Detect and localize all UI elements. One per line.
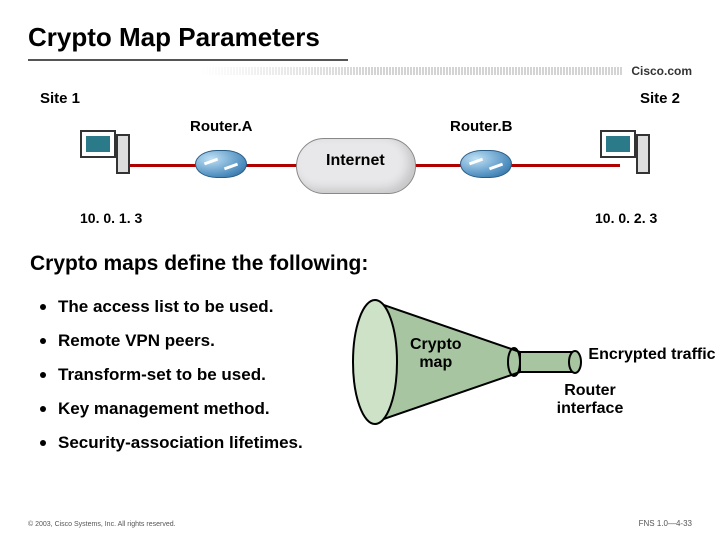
list-item: Remote VPN peers.: [40, 324, 303, 358]
bullet-text: Key management method.: [58, 392, 270, 426]
site2-label: Site 2: [640, 90, 680, 107]
network-diagram: Site 1 Site 2 Router.A Router.B Internet…: [40, 90, 680, 240]
list-item: Security-association lifetimes.: [40, 426, 303, 460]
funnel-svg: [350, 290, 710, 460]
page-title: Crypto Map Parameters: [28, 22, 720, 53]
funnel-diagram: Crypto map Encrypted traffic Router inte…: [350, 290, 530, 440]
bullet-text: Security-association lifetimes.: [58, 426, 303, 460]
brand-bar: Cisco.com: [200, 64, 692, 78]
section-heading: Crypto maps define the following:: [30, 252, 368, 276]
bullet-text: Transform-set to be used.: [58, 358, 266, 392]
list-item: Key management method.: [40, 392, 303, 426]
bullet-text: Remote VPN peers.: [58, 324, 215, 358]
bullet-text: The access list to be used.: [58, 290, 273, 324]
ip-site2: 10. 0. 2. 3: [595, 210, 657, 226]
bullet-list: The access list to be used. Remote VPN p…: [40, 290, 303, 460]
brand-text: Cisco.com: [631, 64, 692, 78]
routerB-label: Router.B: [450, 118, 513, 135]
router-a-icon: [195, 150, 247, 178]
list-item: Transform-set to be used.: [40, 358, 303, 392]
cloud-label: Internet: [326, 152, 385, 170]
copyright: © 2003, Cisco Systems, Inc. All rights r…: [28, 521, 176, 528]
router-b-icon: [460, 150, 512, 178]
encrypted-traffic-label: Encrypted traffic: [582, 346, 720, 364]
title-area: Crypto Map Parameters: [0, 0, 720, 69]
funnel-label: Crypto map: [410, 336, 462, 372]
brand-gradient: [200, 67, 623, 75]
list-item: The access list to be used.: [40, 290, 303, 324]
ip-site1: 10. 0. 1. 3: [80, 210, 142, 226]
slide-code: FNS 1.0—4-33: [639, 519, 692, 528]
routerA-label: Router.A: [190, 118, 253, 135]
pc-site1-icon: [80, 130, 130, 178]
title-underline: [28, 59, 348, 61]
pc-site2-icon: [600, 130, 650, 178]
router-interface-label: Router interface: [540, 382, 640, 418]
site1-label: Site 1: [40, 90, 80, 107]
